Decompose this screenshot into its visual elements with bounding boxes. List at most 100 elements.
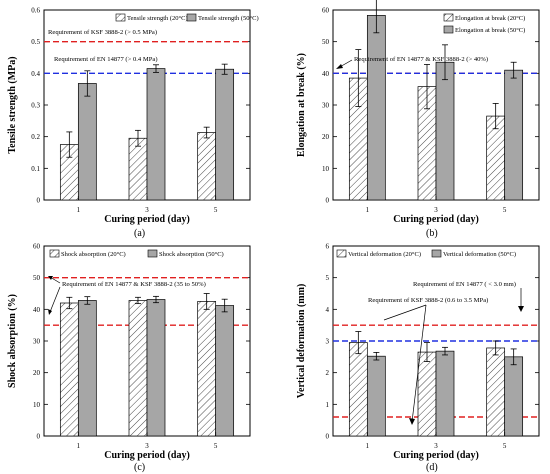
x-tick-label: 3: [145, 442, 149, 450]
x-tick-label: 3: [434, 442, 438, 450]
x-tick-label: 1: [366, 206, 370, 214]
annotation-requirement: Requirement of EN 14877 & KSF 3888-2 (> …: [354, 56, 488, 63]
legend-swatch-hatched: [443, 13, 454, 22]
x-ticks: 1 3 5: [366, 196, 507, 214]
y-tick-label: 1: [326, 401, 330, 409]
legend-label: Shock absorption (20°C): [61, 251, 126, 258]
bar: [486, 347, 506, 437]
y-tick-label: 40: [322, 70, 330, 78]
annotation-requirement: Requirement of EN 14877 & KSF 3888-2 (35…: [62, 281, 206, 288]
legend-label: Tensile strength (20°C): [127, 15, 188, 22]
annotation-ksf: Requirement of KSF 3888-2 (> 0.5 MPa): [48, 29, 157, 36]
bar: [77, 300, 97, 437]
bar: [59, 302, 79, 437]
y-tick-label: 3: [326, 338, 330, 346]
bar: [366, 15, 386, 201]
y-ticks: 0 10 20 30 40 50 60: [322, 7, 539, 205]
panel-label: (a): [134, 228, 145, 239]
bar: [215, 68, 235, 201]
panel-label: (c): [134, 462, 145, 473]
bars: [59, 293, 235, 437]
x-tick-label: 5: [503, 442, 507, 450]
legend-swatch-gray: [431, 249, 442, 258]
y-tick-label: 20: [33, 369, 41, 377]
bar: [197, 132, 217, 201]
legend-label: Vertical deformation (20°C): [348, 251, 421, 258]
y-tick-label: 60: [322, 7, 330, 15]
y-axis-label: Tensile strength (MPa): [7, 56, 18, 153]
y-tick-label: 30: [322, 102, 330, 110]
panel-b: 0 10 20 30 40 50 60 1 3 5 Curing period (day) El…: [296, 0, 540, 239]
bar: [504, 69, 524, 201]
y-tick-label: 50: [322, 38, 330, 46]
legend-label: Tensile strength (50°C): [198, 15, 259, 22]
annotation-arrow-down: [49, 286, 61, 313]
x-axis-label: Curing period (day): [393, 450, 479, 461]
y-tick-label: 5: [326, 274, 330, 282]
x-tick-label: 1: [77, 442, 81, 450]
y-axis-label: Vertical deformation (mm): [296, 284, 307, 399]
arrow-head: [518, 306, 524, 312]
annotation-arrow-ksf: [411, 304, 427, 423]
y-tick-label: 10: [322, 165, 330, 173]
x-tick-label: 1: [366, 442, 370, 450]
bar: [197, 301, 217, 437]
legend-swatch-hatched: [115, 13, 126, 22]
bar: [435, 350, 455, 437]
legend-swatch-gray: [186, 13, 197, 22]
y-tick-label: 0.1: [31, 165, 40, 173]
panel-a: 0 0.1 0.2 0.3 0.4 0.5 0.6 1 3 5 Curing period (d…: [7, 7, 259, 240]
bar: [504, 356, 524, 437]
y-tick-label: 10: [33, 401, 41, 409]
y-tick-label: 0.2: [31, 133, 40, 141]
arrow-head: [48, 309, 52, 315]
legend-swatch-hatched: [336, 249, 347, 258]
legend: Tensile strength (20°C) Tensile strength…: [115, 13, 259, 22]
y-axis-label: Shock absorption (%): [7, 294, 18, 388]
bars: [59, 63, 235, 201]
bar: [366, 355, 386, 437]
x-tick-label: 3: [434, 206, 438, 214]
x-tick-label: 5: [214, 206, 218, 214]
y-tick-label: 0: [326, 197, 330, 205]
y-axis-label: Elongation at break (%): [296, 53, 307, 157]
y-tick-label: 0.3: [31, 102, 40, 110]
x-ticks: 1 3 5: [366, 432, 507, 450]
annotation-en: Requirement of EN 14877 ( < 3.0 mm): [413, 281, 516, 288]
arrow-head: [409, 418, 415, 425]
x-tick-label: 5: [214, 442, 218, 450]
panel-d: 0 1 2 3 4 5 6 1 3 5 Curing period (day) Vertical…: [296, 243, 540, 473]
x-ticks: 1 3 5: [77, 432, 218, 450]
y-tick-label: 0.6: [31, 7, 40, 15]
legend-swatch-hatched: [49, 249, 60, 258]
legend: Vertical deformation (20°C) Vertical def…: [336, 249, 516, 258]
annotation-en: Requirement of EN 14877 (> 0.4 MPa): [54, 56, 158, 63]
bar: [215, 305, 235, 437]
x-axis-label: Curing period (day): [104, 214, 190, 225]
annotation-ksf: Requirement of KSF 3888-2 (0.6 to 3.5 MP…: [368, 297, 488, 304]
bar: [348, 342, 368, 437]
y-tick-label: 4: [326, 306, 330, 314]
legend-label: Elongation at break (20°C): [455, 15, 525, 22]
bars: [348, 331, 524, 437]
bar: [146, 68, 166, 201]
y-tick-label: 0.5: [31, 38, 40, 46]
x-tick-label: 3: [145, 206, 149, 214]
y-ticks: 0 1 2 3 4 5 6: [326, 243, 539, 441]
bar: [77, 83, 97, 201]
y-tick-label: 6: [326, 243, 330, 251]
x-tick-label: 1: [77, 206, 81, 214]
legend-swatch-gray: [147, 249, 158, 258]
legend: Elongation at break (20°C) Elongation at…: [443, 13, 525, 34]
y-tick-label: 0.4: [31, 70, 40, 78]
legend: Shock absorption (20°C) Shock absorption…: [49, 249, 224, 258]
y-tick-label: 2: [326, 369, 330, 377]
panel-c: 0 10 20 30 40 50 60 1 3 5 Curing period (day) Sh…: [7, 243, 251, 473]
y-tick-label: 0: [326, 433, 330, 441]
bar: [128, 137, 148, 201]
y-tick-label: 0: [37, 197, 41, 205]
y-tick-label: 60: [33, 243, 41, 251]
annotation-arrow-ksf: [383, 304, 427, 321]
y-tick-label: 0: [37, 433, 41, 441]
